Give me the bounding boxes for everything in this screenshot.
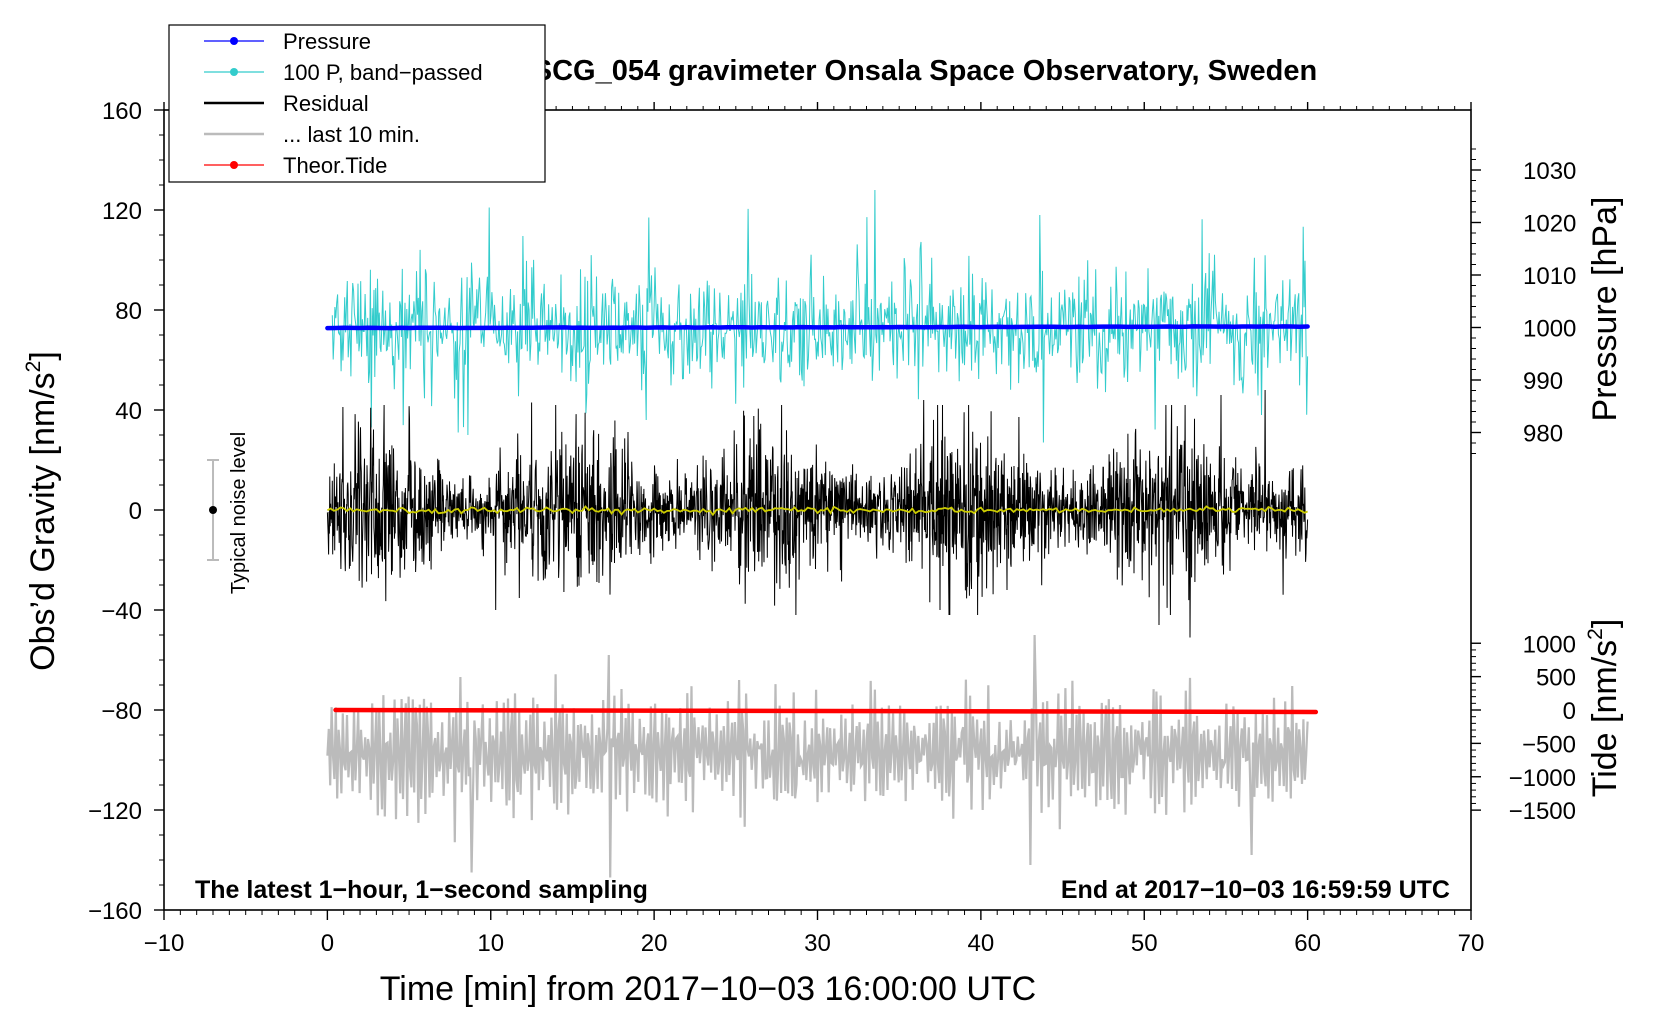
x-tick-label: 0: [321, 930, 334, 957]
series-residual-smoothed: [326, 505, 1308, 517]
series-last-10-min: [326, 634, 1309, 878]
pressure-tick-label: 1030: [1523, 158, 1576, 185]
y-tick-label: −160: [88, 898, 142, 925]
legend-label: Theor.Tide: [283, 153, 387, 178]
chart-title: SCG_054 gravimeter Onsala Space Observat…: [533, 55, 1317, 87]
legend-marker: [230, 68, 238, 76]
axes: −10 0 10 20 30 40 50 60 70−160−120−80−4004080120…: [88, 98, 1576, 957]
series-band-passed-pressure: [331, 189, 1309, 443]
tide-axis-label-text: Tide [nm/s: [1586, 640, 1624, 797]
x-tick-label: 60: [1294, 930, 1321, 957]
pressure-tick-label: 1020: [1523, 211, 1576, 238]
data-traces: [207, 189, 1319, 878]
y-tick-label: 80: [115, 298, 142, 325]
noise-level-dot: [209, 506, 218, 514]
y-axis-label-text: Obs’d Gravity [nm/s: [24, 372, 62, 671]
pressure-tick-label: 1000: [1523, 316, 1576, 343]
y-tick-label: 120: [102, 198, 142, 225]
legend-label: ... last 10 min.: [283, 122, 420, 147]
bottom-right-note: End at 2017−10−03 16:59:59 UTC: [1061, 876, 1450, 904]
tide-tick-label: 500: [1536, 665, 1576, 692]
x-axis-label: Time [min] from 2017−10−03 16:00:00 UTC: [380, 970, 1036, 1008]
series-residual: [326, 389, 1309, 638]
bottom-left-note: The latest 1−hour, 1−second sampling: [195, 876, 648, 904]
y-axis-label-sup: 2: [22, 361, 45, 373]
tide-axis-label-end: ]: [1586, 619, 1624, 628]
tide-tick-label: −500: [1522, 731, 1576, 758]
x-tick-label: 70: [1458, 930, 1485, 957]
legend-label: Pressure: [283, 29, 371, 54]
pressure-tick-label: 1010: [1523, 263, 1576, 290]
y-tick-label: 40: [115, 398, 142, 425]
noise-level-label: Typical noise level: [228, 432, 250, 594]
y-tick-label: −80: [101, 698, 142, 725]
x-tick-label: 40: [968, 930, 995, 957]
pressure-tick-label: 980: [1523, 421, 1563, 448]
tide-tick-label: −1000: [1509, 765, 1576, 792]
x-tick-label: 30: [804, 930, 831, 957]
y-axis-label: Obs’d Gravity [nm/s2]: [22, 351, 62, 671]
legend-label: Residual: [283, 91, 369, 116]
legend: Pressure 100 P, band−passed Residual ... la…: [168, 24, 546, 183]
x-tick-label: −10: [144, 930, 185, 957]
series-pressure: [325, 324, 1310, 331]
tide-tick-label: 0: [1563, 698, 1576, 725]
x-tick-label: 50: [1131, 930, 1158, 957]
tide-axis-label: Tide [nm/s2]: [1584, 619, 1624, 798]
legend-label: 100 P, band−passed: [283, 60, 483, 85]
y-tick-label: 160: [102, 98, 142, 125]
y-tick-label: −40: [101, 598, 142, 625]
pressure-axis-label: Pressure [hPa]: [1586, 197, 1624, 422]
tide-axis-label-sup: 2: [1584, 628, 1607, 640]
series-theoretical-tide: [333, 707, 1319, 715]
y-tick-label: −120: [88, 798, 142, 825]
tide-tick-label: −1500: [1509, 798, 1576, 825]
tide-tick-label: 1000: [1523, 631, 1576, 658]
y-axis-label-end: ]: [24, 351, 62, 360]
legend-marker: [230, 37, 238, 45]
x-tick-label: 20: [641, 930, 668, 957]
legend-marker: [230, 161, 238, 169]
pressure-tick-label: 990: [1523, 368, 1563, 395]
x-tick-label: 10: [477, 930, 504, 957]
y-tick-label: 0: [129, 498, 142, 525]
